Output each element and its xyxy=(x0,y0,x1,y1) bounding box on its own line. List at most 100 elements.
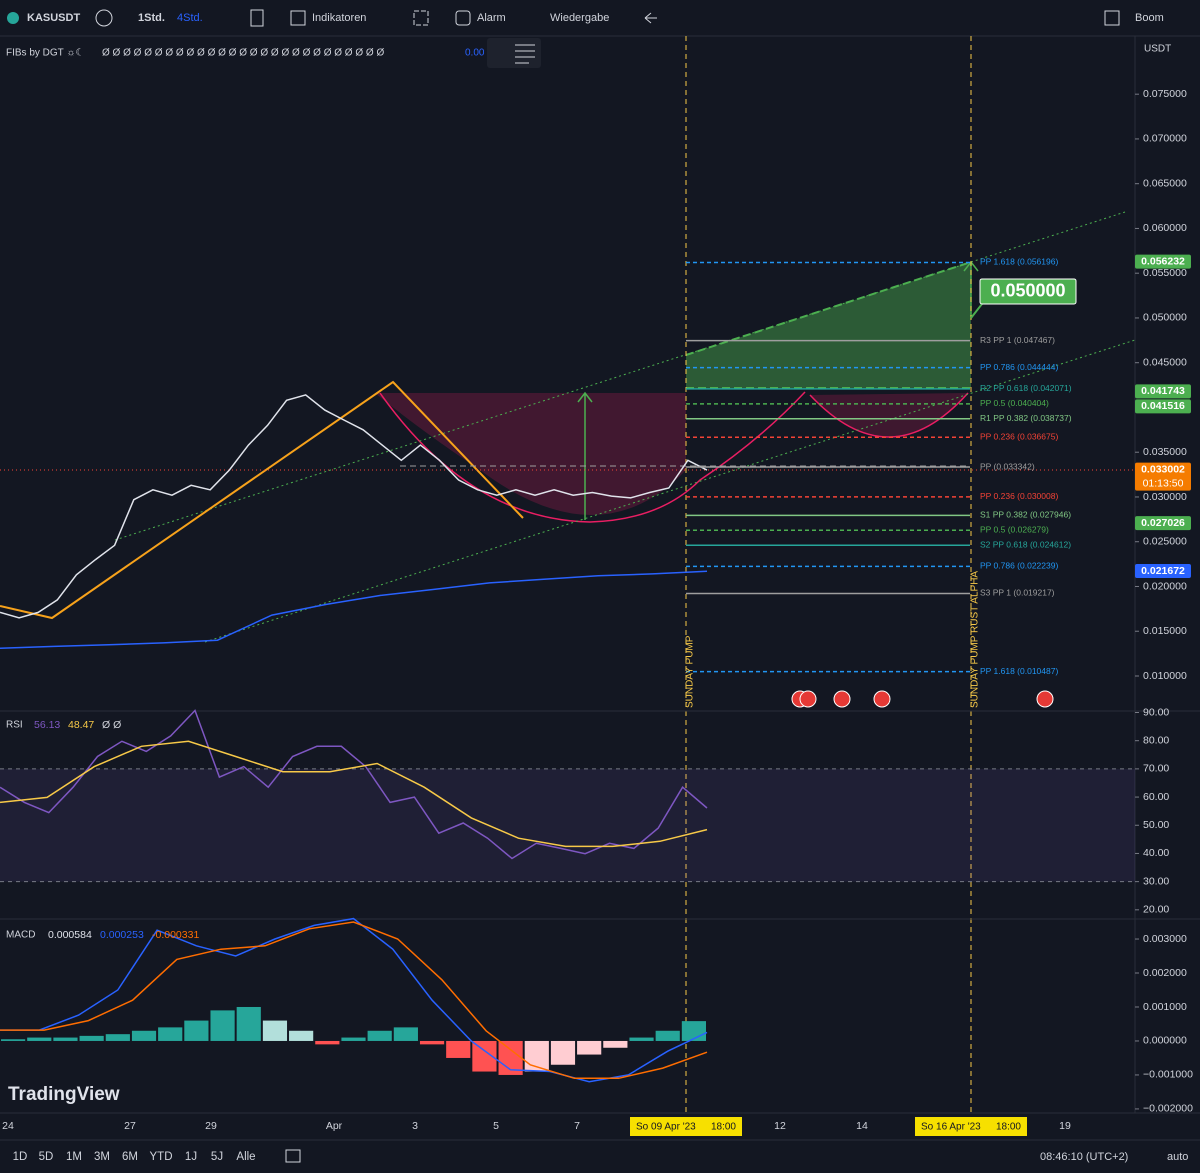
price-badge xyxy=(1135,564,1191,579)
series-line xyxy=(0,709,708,860)
y-tick-label: 0.035000 xyxy=(1143,446,1187,458)
histogram-bar xyxy=(629,1037,654,1041)
histogram-bar xyxy=(367,1030,392,1041)
interval[interactable]: 4Std. xyxy=(177,12,203,24)
y-tick-label: 0.015000 xyxy=(1143,625,1187,637)
series-line xyxy=(0,740,708,848)
y-tick-label: −0.001000 xyxy=(1143,1069,1193,1081)
add-symbol-button[interactable] xyxy=(95,9,113,27)
y-tick-label: 0.055000 xyxy=(1143,267,1187,279)
range-button[interactable]: 1J xyxy=(185,1151,197,1163)
range-button[interactable]: 5D xyxy=(39,1151,54,1163)
replay-button[interactable]: Wiedergabe xyxy=(550,12,609,24)
time-marker-time: 18:00 xyxy=(711,1122,736,1133)
range-button[interactable]: YTD xyxy=(150,1151,173,1163)
y-tick-label: 0.002000 xyxy=(1143,967,1187,979)
x-tick-label: 3 xyxy=(412,1120,418,1132)
pivot-label: PP 0.236 (0.030008) xyxy=(980,491,1058,501)
date-range-button[interactable] xyxy=(285,1149,301,1163)
range-button[interactable]: 3M xyxy=(94,1151,110,1163)
pivot-label: PP (0.033342) xyxy=(980,461,1035,471)
price-badge xyxy=(1135,462,1191,491)
pivot-label: PP 1.618 (0.056196) xyxy=(980,257,1058,267)
range-button[interactable]: 1D xyxy=(13,1151,28,1163)
pivot-label: PP 0.786 (0.044444) xyxy=(980,362,1058,372)
pivot-label: PP 0.786 (0.022239) xyxy=(980,561,1058,571)
currency[interactable]: USDT xyxy=(1144,44,1171,55)
rsi-band-fill xyxy=(0,768,1135,882)
time-marker-date: So 09 Apr '23 xyxy=(636,1122,696,1133)
y-tick-label: 0.010000 xyxy=(1143,670,1187,682)
pivot-label: R2 PP 0.618 (0.042071) xyxy=(980,383,1072,393)
symbol[interactable]: KASUSDT xyxy=(27,12,80,24)
undo-button[interactable] xyxy=(644,12,657,24)
histogram-bar xyxy=(158,1027,183,1041)
legend-extra: Ø Ø xyxy=(102,719,121,731)
interval[interactable]: 1Std. xyxy=(138,12,165,24)
chart-type-button[interactable] xyxy=(250,9,264,27)
indicators-icon xyxy=(290,10,306,26)
fullscreen-button[interactable] xyxy=(1104,10,1120,26)
price-badge xyxy=(1135,399,1191,414)
symbol-icon xyxy=(7,12,19,24)
legend-menu-button[interactable] xyxy=(487,38,541,68)
layout-name[interactable]: Boom xyxy=(1135,12,1164,24)
pivot-label: R1 PP 0.382 (0.038737) xyxy=(980,413,1072,423)
target-badge-label: 0.050000 xyxy=(990,281,1065,301)
histogram-bar xyxy=(655,1030,680,1041)
channel-top xyxy=(114,211,1126,541)
histogram-bar xyxy=(315,1040,340,1045)
y-tick-label: 0.025000 xyxy=(1143,536,1187,548)
templates-button[interactable] xyxy=(413,10,429,26)
pivot-label: S1 PP 0.382 (0.027946) xyxy=(980,510,1071,520)
y-tick-label: 0.001000 xyxy=(1143,1001,1187,1013)
price-badge-label: 0.056232 xyxy=(1141,255,1185,267)
y-tick-label: 90.00 xyxy=(1143,706,1169,718)
price-badge xyxy=(1135,384,1191,399)
price-badge-label: 0.041516 xyxy=(1141,400,1185,412)
price-badge-label: 0.021672 xyxy=(1141,565,1185,577)
annotation: SUNDAY PUMP RUST ALPHA xyxy=(970,571,981,708)
event-flags xyxy=(791,690,1054,708)
legend-value: 0.000584 xyxy=(48,929,92,941)
measure-arrow xyxy=(577,391,593,520)
cup-curve xyxy=(379,391,806,523)
target-zone xyxy=(686,262,971,388)
clock: 08:46:10 (UTC+2) xyxy=(1040,1151,1128,1163)
histogram-bar xyxy=(27,1037,52,1041)
histogram-bar xyxy=(577,1040,602,1055)
histogram-bar xyxy=(1,1039,26,1041)
indicators-button[interactable]: Indikatoren xyxy=(312,12,366,24)
y-tick-label: 0.050000 xyxy=(1143,312,1187,324)
histogram-bar xyxy=(210,1010,235,1041)
x-tick-label: 24 xyxy=(2,1120,14,1132)
y-tick-label: −0.002000 xyxy=(1143,1103,1193,1115)
pivot-label: S3 PP 1 (0.019217) xyxy=(980,588,1055,598)
y-tick-label: 0.075000 xyxy=(1143,88,1187,100)
price-badge xyxy=(1135,254,1191,269)
histogram-bar xyxy=(446,1040,471,1058)
time-marker xyxy=(915,1117,1027,1136)
legend-value: 56.13 xyxy=(34,719,60,731)
x-tick-label: Apr xyxy=(326,1120,343,1132)
alarm-button[interactable]: Alarm xyxy=(477,12,506,24)
range-button[interactable]: Alle xyxy=(236,1151,255,1163)
histogram-bar xyxy=(105,1034,130,1041)
pivot-label: PP 0.5 (0.040404) xyxy=(980,398,1049,408)
pivot-label: R3 PP 1 (0.047467) xyxy=(980,335,1055,345)
x-tick-label: 7 xyxy=(574,1120,580,1132)
y-tick-label: 30.00 xyxy=(1143,875,1169,887)
range-button[interactable]: 6M xyxy=(122,1151,138,1163)
range-button[interactable]: 5J xyxy=(211,1151,223,1163)
range-button[interactable]: 1M xyxy=(66,1151,82,1163)
y-tick-label: 20.00 xyxy=(1143,904,1169,916)
series-line xyxy=(0,917,708,1083)
x-tick-label: 29 xyxy=(205,1120,217,1132)
brand-logo: TradingView xyxy=(8,1084,120,1105)
price-badge-label: 0.027026 xyxy=(1141,517,1185,529)
scale-mode[interactable]: auto xyxy=(1167,1151,1188,1163)
histogram-bar xyxy=(184,1020,209,1041)
macd-title: MACD xyxy=(6,930,35,941)
x-tick-label: 5 xyxy=(493,1120,499,1132)
